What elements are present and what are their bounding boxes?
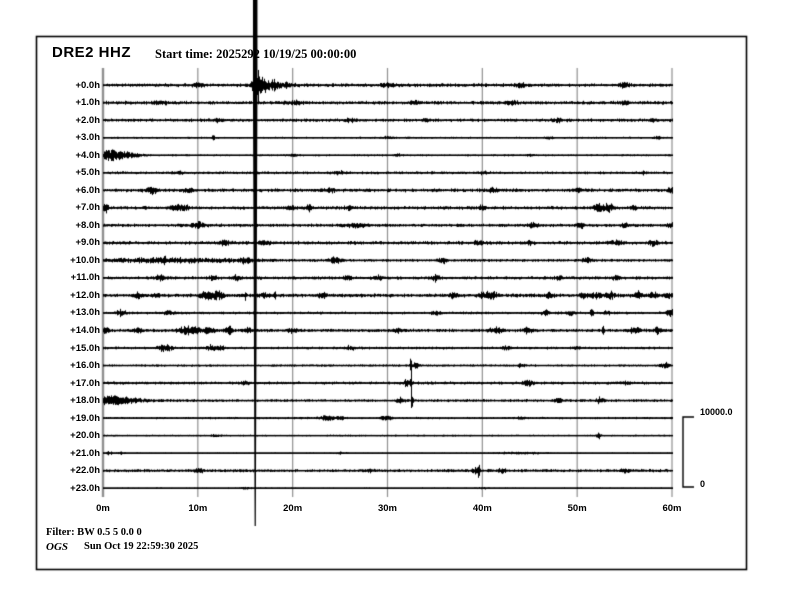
agency-label: OGS (46, 541, 69, 553)
trace-hour-label: +11.0h (70, 272, 100, 284)
x-axis-tick-label: 50m (567, 503, 587, 514)
x-axis-tick-label: 40m (472, 503, 492, 514)
trace-hour-label: +3.0h (75, 132, 100, 144)
trace-hour-label: +17.0h (70, 377, 100, 389)
amplitude-scale-min-label: 0 (700, 479, 706, 489)
trace-hour-label: +22.0h (70, 465, 100, 477)
trace-hour-label: +7.0h (75, 202, 100, 214)
trace-hour-label: +9.0h (75, 237, 100, 249)
trace-hour-label: +6.0h (75, 184, 100, 196)
x-axis-tick-label: 10m (188, 503, 208, 514)
start-time-label: Start time: 2025292 10/19/25 00:00:00 (155, 47, 357, 61)
trace-hour-label: +14.0h (70, 324, 100, 336)
x-axis-tick-label: 0m (96, 503, 110, 514)
x-axis-tick-label: 20m (283, 503, 303, 514)
trace-hour-label: +0.0h (75, 79, 100, 91)
render-timestamp-label: Sun Oct 19 22:59:30 2025 (84, 541, 199, 552)
trace-hour-label: +1.0h (75, 97, 100, 109)
trace-hour-label: +13.0h (70, 307, 100, 319)
trace-hour-label: +16.0h (70, 360, 100, 372)
trace-hour-label: +4.0h (75, 149, 100, 161)
x-axis-tick-label: 30m (377, 503, 397, 514)
trace-hour-label: +2.0h (75, 114, 100, 126)
trace-hour-label: +5.0h (75, 167, 100, 179)
filter-info-label: Filter: BW 0.5 5 0.0 0 (46, 527, 142, 538)
trace-hour-label: +18.0h (70, 395, 100, 407)
trace-hour-label: +19.0h (70, 412, 100, 424)
trace-hour-label: +21.0h (70, 447, 100, 459)
x-axis-tick-label: 60m (662, 503, 682, 514)
amplitude-scale-max-label: 10000.0 (700, 407, 733, 417)
trace-hour-label: +15.0h (70, 342, 100, 354)
trace-hour-label: +23.0h (70, 482, 100, 494)
trace-hour-label: +20.0h (70, 430, 100, 442)
station-channel-title: DRE2 HHZ (52, 44, 132, 61)
trace-hour-label: +10.0h (70, 254, 100, 266)
trace-hour-label: +8.0h (75, 219, 100, 231)
trace-hour-label: +12.0h (70, 289, 100, 301)
